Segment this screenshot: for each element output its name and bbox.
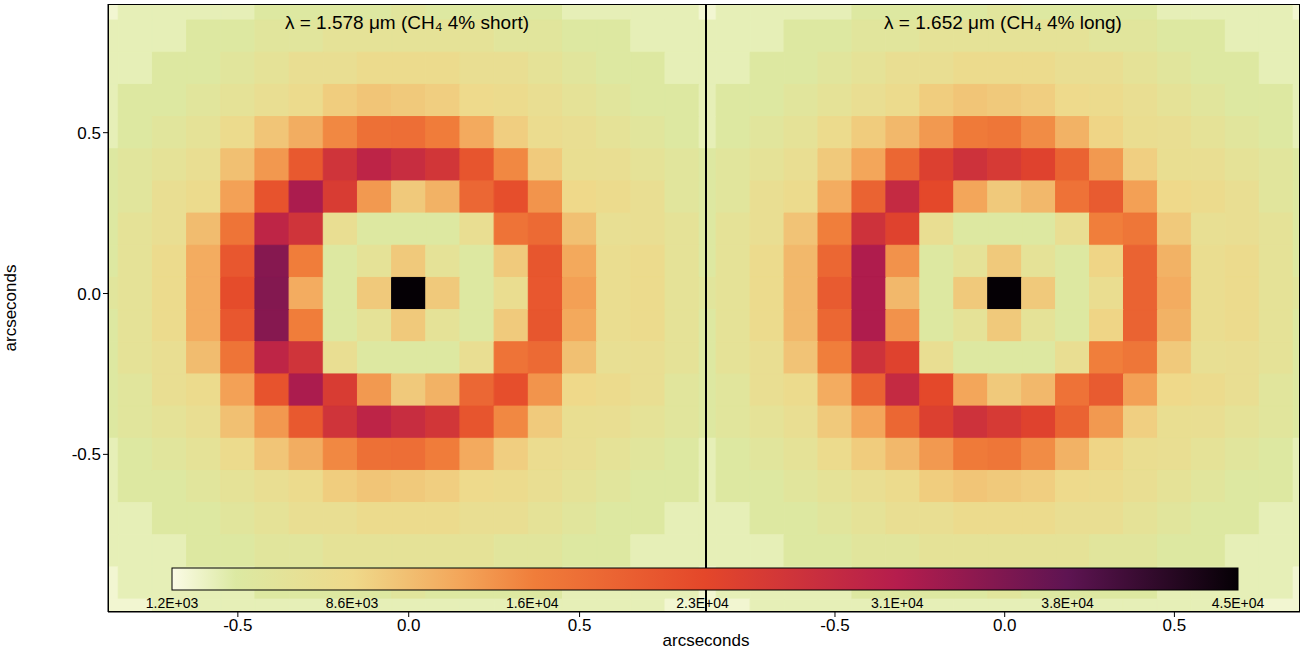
svg-text:4.5E+04: 4.5E+04: [1212, 595, 1265, 611]
html-text:arcseconds: arcseconds: [662, 631, 750, 650]
svg-text:8.6E+03: 8.6E+03: [326, 595, 379, 611]
svg-text:0.0: 0.0: [397, 616, 421, 635]
svg-text:1.2E+03: 1.2E+03: [146, 595, 199, 611]
svg-text:0.0: 0.0: [77, 285, 101, 304]
html-text:λ = 1.652 μm (CH₄ 4% long): λ = 1.652 μm (CH₄ 4% long): [884, 12, 1122, 33]
svg-text:2.3E+04: 2.3E+04: [676, 595, 729, 611]
svg-text:1.6E+04: 1.6E+04: [506, 595, 559, 611]
svg-text:0.5: 0.5: [77, 124, 101, 143]
svg-text:3.1E+04: 3.1E+04: [871, 595, 924, 611]
svg-text:-0.5: -0.5: [223, 616, 252, 635]
svg-text:0.5: 0.5: [1163, 616, 1187, 635]
html-text:λ = 1.578 μm (CH₄ 4% short): λ = 1.578 μm (CH₄ 4% short): [284, 12, 530, 33]
svg-text:-0.5: -0.5: [72, 445, 101, 464]
svg-text:3.8E+04: 3.8E+04: [1041, 595, 1094, 611]
svg-text:0.5: 0.5: [568, 616, 592, 635]
svg-text:-0.5: -0.5: [820, 616, 849, 635]
svg-text:0.0: 0.0: [993, 616, 1017, 635]
svg-text:arcseconds: arcseconds: [1, 265, 20, 352]
